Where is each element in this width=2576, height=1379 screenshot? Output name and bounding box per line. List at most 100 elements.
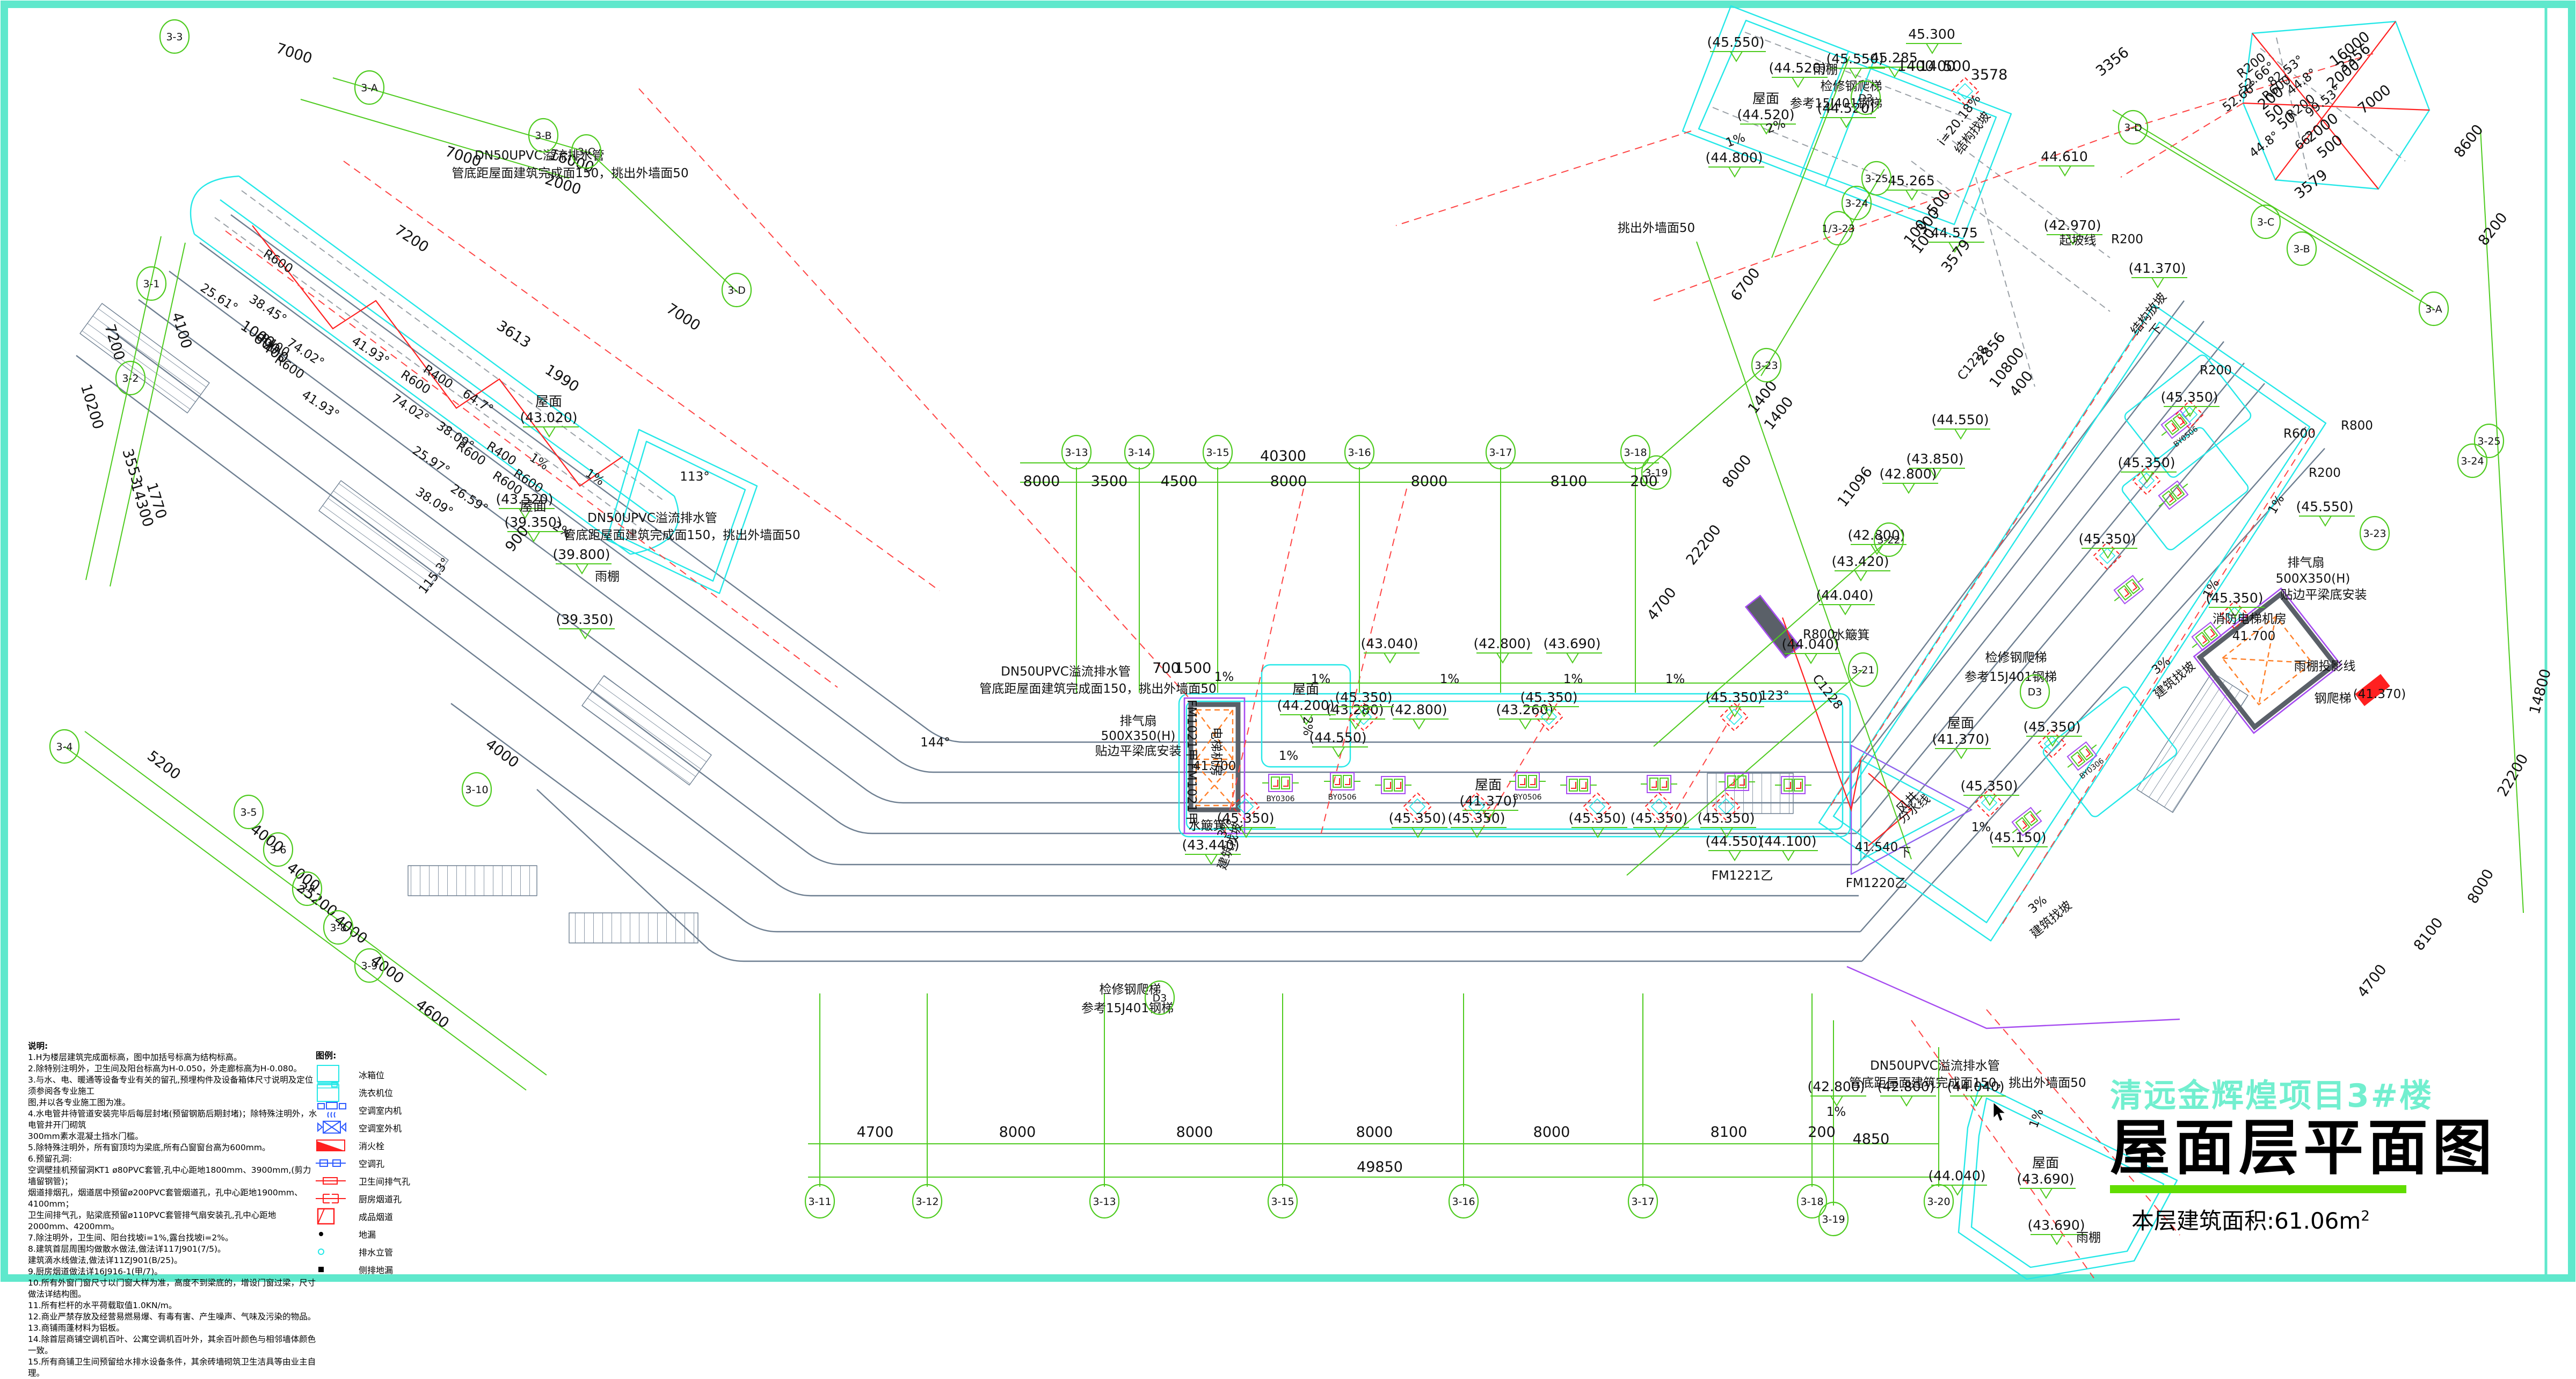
dimension-label: 700 [1152,660,1180,677]
annotation-label: 水簸箕 [1189,819,1226,833]
grid-bubble: 3-B [528,118,559,153]
annotation-label: 挑出外墙面50 [1618,221,1695,235]
dimension-label: 14800 [2527,667,2555,716]
svg-text:D3: D3 [2028,686,2042,698]
grid-bubble: 3-9 [354,948,385,983]
kitchen-flue-icon [316,1193,350,1204]
annotation-label: DN50UPVC溢流排水管 [1001,665,1131,679]
svg-text:(44.100): (44.100) [1759,833,1817,849]
svg-text:(44.550): (44.550) [1706,833,1763,849]
terrace-lines [76,214,2325,962]
annotation-label: 1% [1311,672,1331,686]
svg-text:(39.800): (39.800) [553,547,610,562]
elevation-label: (43.260) [1496,702,1555,730]
svg-text:3-24: 3-24 [1845,198,1868,209]
elevation-label: (44.040) [1929,1168,1987,1196]
elevation-label: (45.350) [1520,690,1579,717]
svg-text:(42.970): (42.970) [2044,217,2101,233]
svg-text:3-A: 3-A [361,82,378,94]
grid-bubble: 1/3-23 [1822,211,1855,246]
elevation-label: (45.350) [1335,690,1394,717]
dimension-label: 8000 [2464,866,2497,906]
annotation-label: DN50UPVC溢流排水管 [587,511,717,525]
vent-cluster [1374,776,1412,794]
vent-cluster [1560,776,1597,794]
dimension-lines [64,56,2524,1206]
elevation-label: (44.100) [1759,833,1818,861]
annotation-label: 检修钢爬梯 [1100,983,1161,997]
svg-text:D3: D3 [1153,992,1167,1004]
svg-text:3-7: 3-7 [299,883,315,895]
note-line: 14.除首层商铺空调机百叶、公寓空调机百叶外，其余百叶颜色与相邻墙体颜色一致。 [28,1334,316,1355]
grid-bubble: 3-C [571,134,602,169]
note-line: 8.建筑首层周围均做散水做法,做法详117J901(7/5)。 [28,1244,226,1254]
note-line: 6.预留孔洞: [28,1154,72,1164]
svg-text:BY0506: BY0506 [1328,793,1356,802]
legend-item: 地漏 [316,1225,509,1243]
annotation-label: R200 [2200,364,2232,378]
elevation-label: (43.440) [1182,837,1241,865]
dimension-label: 7200 [391,222,432,256]
elevation-label: (45.350) [1631,810,1689,838]
note-line: 空调壁挂机预留洞KT1 ø80PVC套管,孔中心距地1800mm、3900mm,… [28,1165,311,1186]
grid-bubble: 3-4 [49,729,80,764]
dimension-label: 8200 [2475,209,2511,249]
grid-bubble: D3 [1144,980,1175,1015]
annotation-label: 1% [2266,492,2288,517]
svg-text:(44.520): (44.520) [1769,60,1827,76]
svg-text:(43.440): (43.440) [1182,837,1240,853]
svg-text:(44.040): (44.040) [1816,587,1874,603]
elevation-label: (43.420) [1832,554,1890,582]
annotation-label: 电梯机房 [1209,727,1223,776]
note-line: 烟道排烟孔，烟道居中预留ø200PVC套管烟道孔，孔中心距地1900mm、410… [28,1188,303,1209]
dimension-label: 8100 [1551,473,1588,490]
elevation-label: (45.350) [1569,810,1627,838]
vent-cluster [1640,775,1678,793]
annotation-label: 113° [680,470,709,484]
elevation-label: 屋面(44.200) [1277,681,1336,725]
svg-text:(44.800): (44.800) [1706,150,1763,165]
red-roof-lines [252,21,2430,846]
elevation-label: (44.550) [1309,730,1368,758]
svg-text:3-A: 3-A [2425,303,2442,315]
roof-opening-diamond [1720,702,1749,731]
dimension-label: 7000 [663,300,703,334]
annotation-label: 3% [2149,654,2173,677]
dimension-label: 49850 [1357,1159,1403,1175]
svg-text:(45.550): (45.550) [1827,51,1884,67]
note-line: 9.厨房烟道做法详16J916-1(甲/7)。 [28,1267,163,1276]
dimension-label: 4850 [1853,1131,1890,1148]
annotation-label: 123° [1759,689,1789,703]
equipment-dashed [1195,615,2313,807]
dimension-label: 22200 [2494,751,2532,800]
elevation-label: (45.550) [1827,51,1885,79]
vent-cluster: BY0506 [1323,772,1361,802]
elevation-label: (42.800) [1474,636,1532,664]
dimension-label: 8000 [1411,473,1448,490]
annotation-label: R600 [2283,427,2316,441]
elevation-label: (44.040) [1947,1079,2006,1107]
svg-text:(45.350): (45.350) [1389,810,1446,826]
svg-text:(42.800): (42.800) [1474,636,1531,651]
svg-text:(45.350): (45.350) [1698,810,1755,826]
annotation-label: 消防电梯机房 [2213,612,2287,626]
svg-text:(43.040): (43.040) [1361,636,1418,651]
svg-text:(45.350): (45.350) [2118,455,2175,470]
svg-text:屋面: 屋面 [520,498,547,514]
annotation-label: 管底距屋面建筑完成面150，挑出外墙面50 [1849,1076,2086,1090]
dimension-label: 40300 [1260,448,1306,464]
elevation-label: (45.350) [1448,810,1507,838]
svg-text:3-D: 3-D [2124,122,2142,134]
svg-text:(43.280): (43.280) [1327,702,1384,717]
grid-bubble: 3-A [2418,291,2449,326]
svg-text:(45.550): (45.550) [1707,34,1765,50]
svg-text:3-9: 3-9 [361,960,377,972]
dimension-label: 3553 [119,447,145,487]
svg-text:(42.800): (42.800) [1880,466,1937,482]
elevation-label: (42.800) [1880,466,1938,494]
dimension-label: 3578 [1971,67,2008,83]
note-line: 5.除特殊注明外，所有窗顶均为梁底,所有凸窗窗台高为600mm。 [28,1143,271,1152]
svg-text:屋面: 屋面 [1752,91,1779,106]
dimension-label: 1990 [542,361,582,395]
